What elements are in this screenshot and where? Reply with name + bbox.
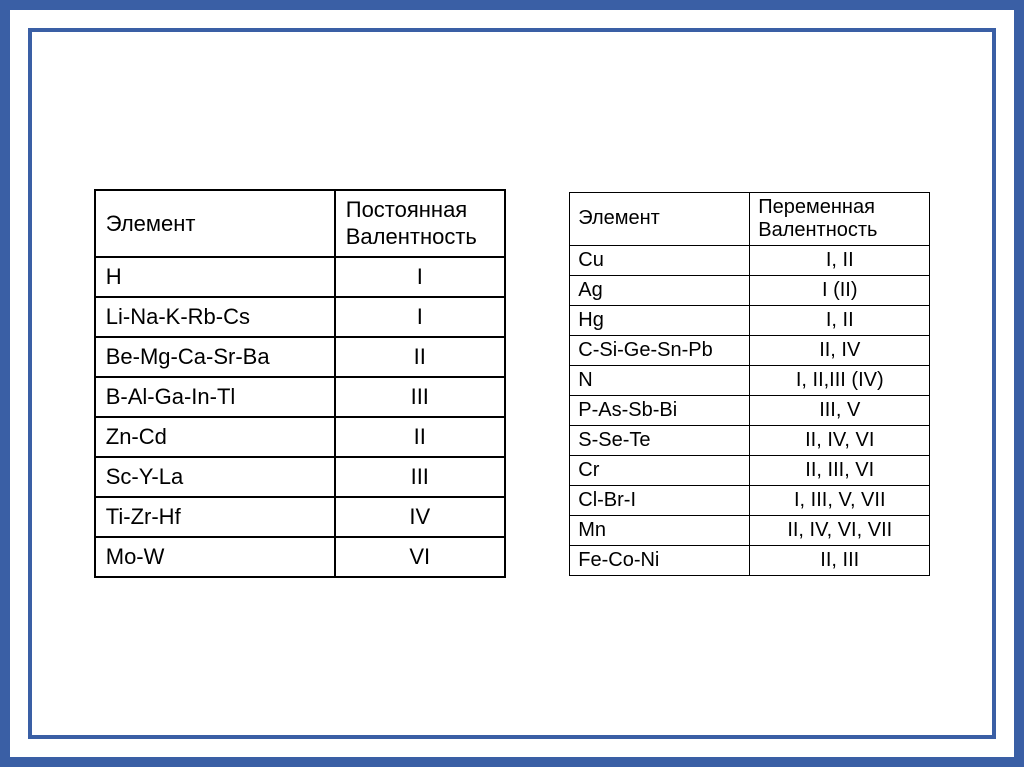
cell-valence: II, IV, VI, VII [750,515,930,545]
table-row: HgI, II [570,305,930,335]
cell-valence: II, IV [750,335,930,365]
cell-element: Cr [570,455,750,485]
cell-element: S-Se-Te [570,425,750,455]
cell-valence: I, II,III (IV) [750,365,930,395]
cell-valence: I, III, V, VII [750,485,930,515]
constant-valence-table: Элемент Постоянная Валентность HILi-Na-K… [94,189,506,578]
header-element: Элемент [95,190,335,257]
table-row: Li-Na-K-Rb-CsI [95,297,505,337]
cell-element: Mo-W [95,537,335,577]
table-row: S-Se-TeII, IV, VI [570,425,930,455]
inner-frame: Элемент Постоянная Валентность HILi-Na-K… [28,28,996,739]
table-row: B-Al-Ga-In-TlIII [95,377,505,417]
cell-valence: II, III [750,545,930,575]
content-area: Элемент Постоянная Валентность HILi-Na-K… [32,32,992,735]
header-valence-line1: Переменная [758,196,875,218]
cell-element: H [95,257,335,297]
table-row: MnII, IV, VI, VII [570,515,930,545]
table-row: AgI (II) [570,275,930,305]
cell-valence: III [335,457,505,497]
cell-valence: III [335,377,505,417]
cell-element: Cu [570,245,750,275]
cell-element: Sc-Y-La [95,457,335,497]
cell-element: C-Si-Ge-Sn-Pb [570,335,750,365]
table-row: Cl-Br-II, III, V, VII [570,485,930,515]
variable-valence-table: Элемент Переменная Валентность CuI, IIAg… [569,192,930,576]
table-row: HI [95,257,505,297]
table-row: CrII, III, VI [570,455,930,485]
cell-element: Ag [570,275,750,305]
cell-valence: I (II) [750,275,930,305]
cell-element: Zn-Cd [95,417,335,457]
cell-valence: I [335,257,505,297]
cell-element: Be-Mg-Ca-Sr-Ba [95,337,335,377]
table-row: Be-Mg-Ca-Sr-BaII [95,337,505,377]
table-row: C-Si-Ge-Sn-PbII, IV [570,335,930,365]
table-row: P-As-Sb-BiIII, V [570,395,930,425]
header-valence: Постоянная Валентность [335,190,505,257]
cell-valence: VI [335,537,505,577]
cell-element: Ti-Zr-Hf [95,497,335,537]
cell-valence: I [335,297,505,337]
header-valence-line1: Постоянная [346,197,467,222]
cell-element: P-As-Sb-Bi [570,395,750,425]
cell-element: Cl-Br-I [570,485,750,515]
table-row: NI, II,III (IV) [570,365,930,395]
cell-valence: II [335,417,505,457]
cell-valence: II, III, VI [750,455,930,485]
header-valence: Переменная Валентность [750,192,930,245]
cell-element: Fe-Co-Ni [570,545,750,575]
cell-valence: IV [335,497,505,537]
cell-element: Mn [570,515,750,545]
cell-valence: III, V [750,395,930,425]
table-header-row: Элемент Постоянная Валентность [95,190,505,257]
table-row: Sc-Y-LaIII [95,457,505,497]
cell-valence: II [335,337,505,377]
cell-valence: II, IV, VI [750,425,930,455]
cell-element: Li-Na-K-Rb-Cs [95,297,335,337]
cell-valence: I, II [750,305,930,335]
table-row: Fe-Co-NiII, III [570,545,930,575]
table-row: Ti-Zr-HfIV [95,497,505,537]
header-element: Элемент [570,192,750,245]
table-row: Mo-WVI [95,537,505,577]
left-table-wrap: Элемент Постоянная Валентность HILi-Na-K… [94,189,506,578]
cell-element: B-Al-Ga-In-Tl [95,377,335,417]
table-row: Zn-CdII [95,417,505,457]
cell-element: N [570,365,750,395]
header-valence-line2: Валентность [346,224,477,249]
cell-element: Hg [570,305,750,335]
right-table-body: CuI, IIAgI (II)HgI, IIC-Si-Ge-Sn-PbII, I… [570,245,930,575]
table-header-row: Элемент Переменная Валентность [570,192,930,245]
header-valence-line2: Валентность [758,219,877,241]
cell-valence: I, II [750,245,930,275]
left-table-body: HILi-Na-K-Rb-CsIBe-Mg-Ca-Sr-BaIIB-Al-Ga-… [95,257,505,577]
table-row: CuI, II [570,245,930,275]
right-table-wrap: Элемент Переменная Валентность CuI, IIAg… [569,192,930,576]
outer-frame: Элемент Постоянная Валентность HILi-Na-K… [0,0,1024,767]
